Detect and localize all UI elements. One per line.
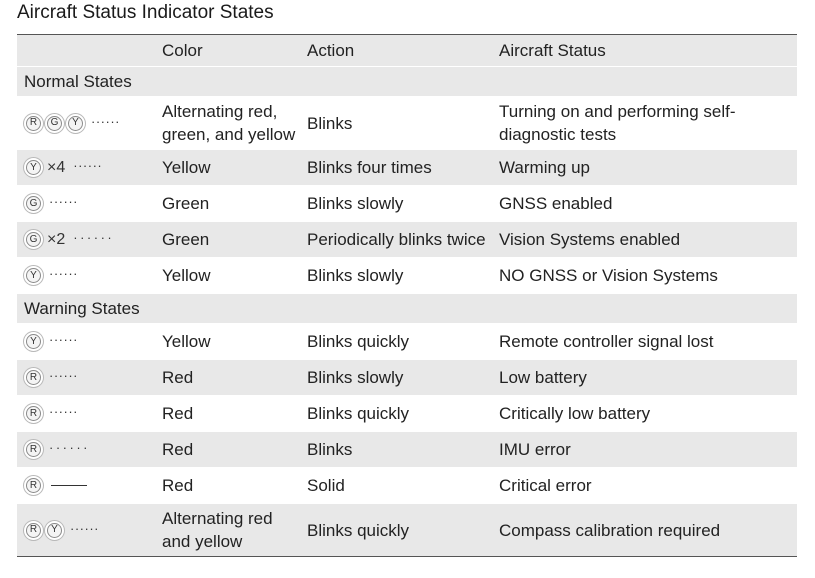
status-led-icon: Y	[26, 268, 41, 283]
section-label: Normal States	[24, 72, 132, 91]
indicator-cell: Y ······	[24, 324, 159, 359]
status-cell: Vision Systems enabled	[499, 230, 681, 249]
blink-pattern: ······	[49, 368, 78, 383]
table-row: R Y ······ Alternating red and yellow Blinks…	[17, 503, 797, 556]
status-cell: IMU error	[499, 440, 571, 459]
action-cell: Periodically blinks twice	[307, 230, 486, 249]
table-row: R ······ Red Blinks IMU error	[17, 431, 797, 467]
indicator-cell: R ······	[24, 360, 159, 395]
action-cell: Blinks slowly	[307, 368, 404, 387]
blink-pattern: ······	[49, 404, 78, 419]
status-led-icon: Y	[26, 160, 41, 175]
status-cell: Remote controller signal lost	[499, 332, 714, 351]
status-led-icon: R	[26, 442, 41, 457]
indicator-cell: R ······	[24, 432, 159, 467]
color-cell: Red	[162, 368, 194, 387]
table-body: Normal States R G Y ······ Alternating red, g…	[17, 66, 797, 556]
status-led-icon: G	[26, 196, 41, 211]
blink-pattern: ······	[70, 520, 99, 536]
indicator-cell: R ······	[24, 396, 159, 431]
status-led-icon: G	[26, 232, 41, 247]
action-cell: Blinks quickly	[307, 520, 410, 540]
status-cell: GNSS enabled	[499, 194, 613, 213]
color-cell: Yellow	[162, 158, 211, 177]
status-led-icon: R	[26, 115, 41, 131]
color-cell: Yellow	[162, 332, 211, 351]
action-cell: Blinks quickly	[307, 404, 410, 423]
solid-pattern-icon	[51, 485, 87, 486]
status-cell: Turning on and performing self-diagnosti…	[499, 102, 736, 144]
page-title: Aircraft Status Indicator States	[17, 2, 274, 23]
color-cell: Green	[162, 194, 210, 213]
blink-pattern: ······	[73, 230, 115, 245]
indicator-cell: R G Y ······	[24, 97, 159, 149]
table-row: Y ×4 ······ Yellow Blinks four times Warming …	[17, 149, 797, 185]
table-row: G ×2 ······ Green Periodically blinks twice V…	[17, 221, 797, 257]
blink-pattern: ······	[49, 266, 78, 281]
blink-pattern: ······	[91, 113, 120, 129]
header-color: Color	[162, 41, 203, 60]
table-row: R Red Solid Critical error	[17, 467, 797, 503]
status-led-icon: R	[26, 370, 41, 385]
action-cell: Blinks quickly	[307, 332, 410, 351]
status-cell: Warming up	[499, 158, 591, 177]
section-header-row: Warning States	[17, 293, 797, 323]
blink-pattern: ······	[49, 194, 78, 209]
status-led-icon: G	[47, 115, 62, 131]
table-row: Y ······ Yellow Blinks quickly Remote contro…	[17, 323, 797, 359]
color-cell: Alternating red and yellow	[162, 509, 273, 551]
table-header-row: Color Action Aircraft Status	[17, 35, 797, 66]
action-cell: Blinks slowly	[307, 194, 404, 213]
table-row: R ······ Red Blinks quickly Critically low b…	[17, 395, 797, 431]
indicator-cell: R Y ······	[24, 504, 159, 556]
indicator-cell: Y ······	[24, 258, 159, 293]
color-cell: Red	[162, 476, 194, 495]
color-cell: Green	[162, 230, 210, 249]
table-row: R G Y ······ Alternating red, green, and yel…	[17, 96, 797, 149]
blink-count: ×4	[47, 159, 66, 176]
status-cell: Critically low battery	[499, 404, 651, 423]
blink-pattern: ······	[73, 158, 103, 173]
table-row: R ······ Red Blinks slowly Low battery	[17, 359, 797, 395]
action-cell: Blinks	[307, 113, 353, 133]
blink-pattern: ······	[49, 440, 90, 455]
header-action: Action	[307, 41, 355, 60]
status-led-icon: Y	[68, 115, 83, 131]
status-led-icon: R	[26, 522, 41, 538]
status-led-icon: R	[26, 478, 41, 493]
table-row: Y ······ Yellow Blinks slowly NO GNSS or Vis…	[17, 257, 797, 293]
indicator-cell: R	[24, 468, 159, 503]
color-cell: Yellow	[162, 266, 211, 285]
status-cell: Critical error	[499, 476, 592, 495]
color-cell: Red	[162, 404, 194, 423]
action-cell: Blinks	[307, 440, 353, 459]
status-cell: Compass calibration required	[499, 520, 721, 540]
status-cell: Low battery	[499, 368, 587, 387]
indicator-cell: Y ×4 ······	[24, 150, 159, 185]
action-cell: Blinks four times	[307, 158, 432, 177]
blink-pattern: ······	[49, 332, 78, 347]
header-indicator	[24, 35, 159, 66]
status-table: Color Action Aircraft Status Normal Stat…	[17, 34, 797, 557]
indicator-cell: G ×2 ······	[24, 222, 159, 257]
blink-count: ×2	[47, 231, 66, 248]
indicator-cell: G ······	[24, 186, 159, 221]
section-label: Warning States	[24, 299, 140, 318]
color-cell: Red	[162, 440, 194, 459]
status-led-icon: Y	[47, 522, 62, 538]
status-led-icon: R	[26, 406, 41, 421]
action-cell: Solid	[307, 476, 345, 495]
table-row: G ······ Green Blinks slowly GNSS enabled	[17, 185, 797, 221]
header-status: Aircraft Status	[499, 41, 606, 60]
color-cell: Alternating red, green, and yellow	[162, 102, 296, 144]
status-cell: NO GNSS or Vision Systems	[499, 266, 718, 285]
status-led-icon: Y	[26, 334, 41, 349]
action-cell: Blinks slowly	[307, 266, 404, 285]
section-header-row: Normal States	[17, 66, 797, 96]
